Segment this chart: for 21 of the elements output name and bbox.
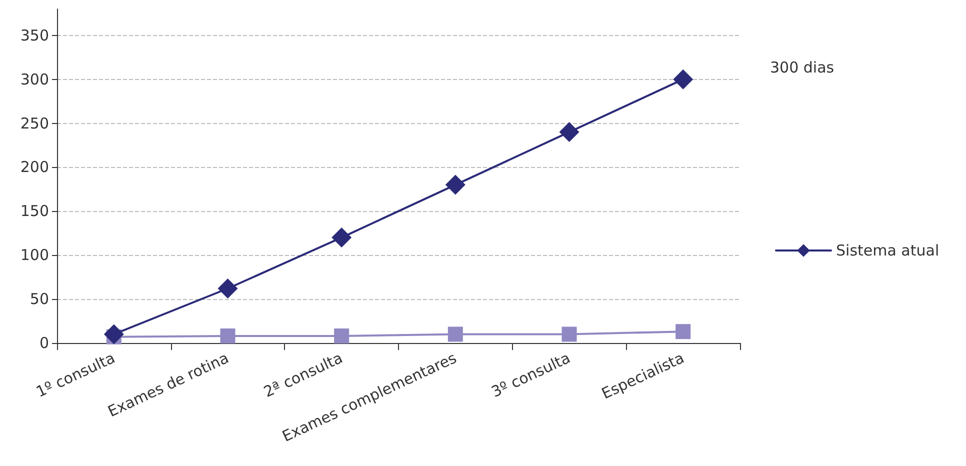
y-tick-label: 350 bbox=[20, 26, 49, 44]
y-tick-label: 0 bbox=[39, 334, 49, 352]
y-tick-label: 300 bbox=[20, 70, 49, 88]
point bbox=[673, 69, 694, 90]
point bbox=[334, 328, 350, 344]
y-tick-label: 100 bbox=[20, 246, 49, 264]
point bbox=[562, 326, 577, 342]
point bbox=[448, 326, 463, 342]
legend-label: Sistema atual bbox=[836, 242, 940, 260]
text: 300 dias bbox=[770, 58, 834, 76]
y-tick-label: 50 bbox=[30, 290, 49, 308]
y-tick-label: 200 bbox=[20, 158, 49, 176]
point bbox=[332, 228, 352, 248]
point bbox=[220, 328, 236, 344]
y-tick-label: 250 bbox=[20, 114, 49, 132]
point bbox=[676, 324, 691, 340]
y-tick-label: 150 bbox=[20, 202, 49, 220]
point bbox=[445, 174, 466, 195]
point bbox=[218, 278, 238, 299]
point bbox=[559, 122, 580, 142]
point bbox=[104, 324, 124, 344]
